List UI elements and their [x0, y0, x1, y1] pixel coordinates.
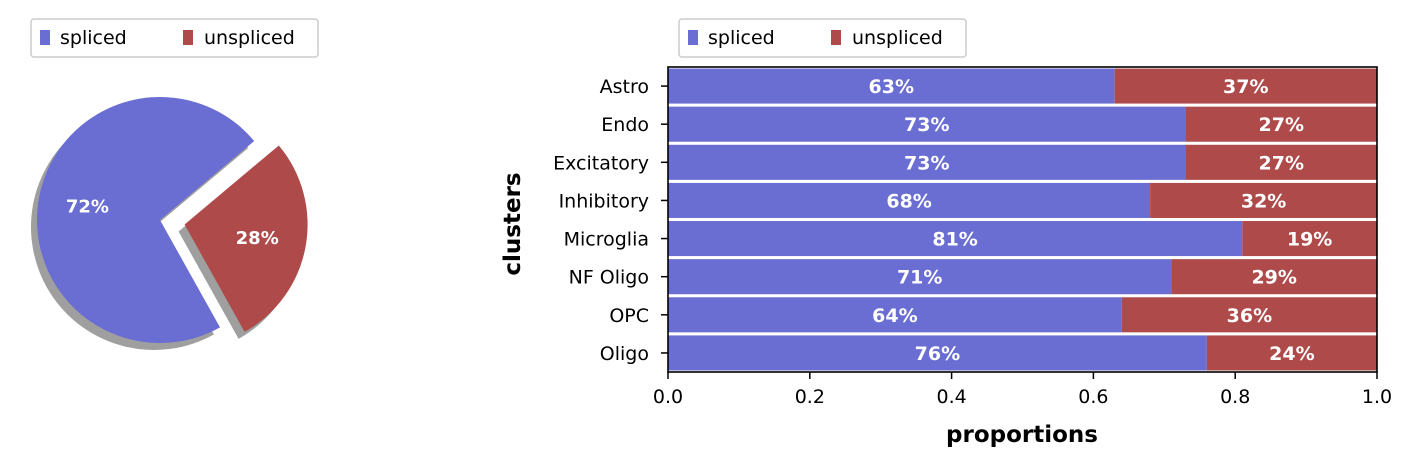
pie-slice-unspliced	[184, 145, 308, 332]
bar-spliced-microglia	[668, 221, 1243, 257]
bar-label-spliced: 76%	[915, 343, 960, 365]
bar-spliced-endo	[668, 106, 1186, 142]
pie-legend-label-unspliced: unspliced	[204, 27, 295, 49]
bar-spliced-opc	[668, 297, 1122, 333]
pie-slice-spliced	[36, 97, 255, 344]
bar-unspliced-opc	[1121, 297, 1377, 333]
pie-chart: 72% 28%	[30, 97, 308, 351]
bar-spliced-excitatory	[668, 144, 1186, 180]
bar-label-unspliced: 36%	[1227, 305, 1272, 327]
y-tick-label: Endo	[601, 114, 649, 136]
bar-label-spliced: 71%	[897, 267, 942, 289]
bar-label-spliced: 63%	[869, 76, 914, 98]
x-axis-label: proportions	[946, 422, 1098, 448]
bar-legend-label-unspliced: unspliced	[852, 27, 943, 49]
bar-legend-label-spliced: spliced	[708, 27, 775, 49]
x-tick-label: 0.0	[653, 386, 683, 408]
bar-label-unspliced: 27%	[1259, 114, 1304, 136]
bar-label-unspliced: 24%	[1269, 343, 1314, 365]
pie-legend: spliced unspliced	[30, 18, 319, 58]
bar-label-unspliced: 29%	[1251, 267, 1296, 289]
bar-spliced-inhibitory	[668, 182, 1151, 218]
x-tick-label: 0.2	[795, 386, 825, 408]
bar-unspliced-microglia	[1242, 221, 1377, 257]
pie-legend-label-spliced: spliced	[60, 27, 127, 49]
bar-label-unspliced: 27%	[1259, 152, 1304, 174]
bar-label-spliced: 64%	[872, 305, 917, 327]
bar-label-spliced: 81%	[932, 229, 977, 251]
bar-spliced-nf-oligo	[668, 259, 1172, 295]
bar-legend: spliced unspliced	[678, 18, 967, 58]
x-tick-label: 0.6	[1078, 386, 1108, 408]
x-tick-label: 1.0	[1362, 386, 1392, 408]
stacked-bar-chart: 63% 37% Astro 73% 27% Endo 73% 27% Excitatory 68%…	[553, 66, 1392, 408]
y-axis-label: clusters	[500, 172, 526, 275]
bar-unspliced-oligo	[1206, 335, 1377, 371]
y-tick-label: Astro	[600, 76, 649, 98]
y-tick-label: Inhibitory	[559, 190, 649, 212]
bar-unspliced-astro	[1114, 68, 1377, 104]
y-tick-label: OPC	[609, 305, 649, 327]
bar-unspliced-excitatory	[1185, 144, 1377, 180]
bar-legend-swatch-unspliced	[831, 30, 841, 45]
bar-unspliced-endo	[1185, 106, 1377, 142]
bar-label-unspliced: 19%	[1287, 229, 1332, 251]
bar-spliced-oligo	[668, 335, 1207, 371]
y-tick-label: Oligo	[600, 343, 649, 365]
y-tick-label: Microglia	[564, 229, 649, 251]
bar-unspliced-inhibitory	[1150, 182, 1377, 218]
y-tick-label: Excitatory	[553, 152, 649, 174]
bar-unspliced-nf-oligo	[1171, 259, 1377, 295]
bar-label-unspliced: 37%	[1223, 76, 1268, 98]
bar-spliced-astro	[668, 68, 1115, 104]
x-tick-label: 0.4	[936, 386, 966, 408]
bar-label-spliced: 68%	[886, 190, 931, 212]
y-tick-label: NF Oligo	[569, 267, 649, 289]
bar-legend-swatch-spliced	[688, 30, 698, 45]
plot-frame	[667, 66, 1378, 373]
bar-label-spliced: 73%	[904, 114, 949, 136]
bar-label-unspliced: 32%	[1241, 190, 1286, 212]
bar-label-spliced: 73%	[904, 152, 949, 174]
pie-legend-swatch-unspliced	[183, 30, 193, 45]
pie-label-spliced: 72%	[66, 197, 109, 218]
pie-legend-swatch-spliced	[40, 30, 50, 45]
x-tick-label: 0.8	[1220, 386, 1250, 408]
pie-label-unspliced: 28%	[236, 228, 279, 249]
